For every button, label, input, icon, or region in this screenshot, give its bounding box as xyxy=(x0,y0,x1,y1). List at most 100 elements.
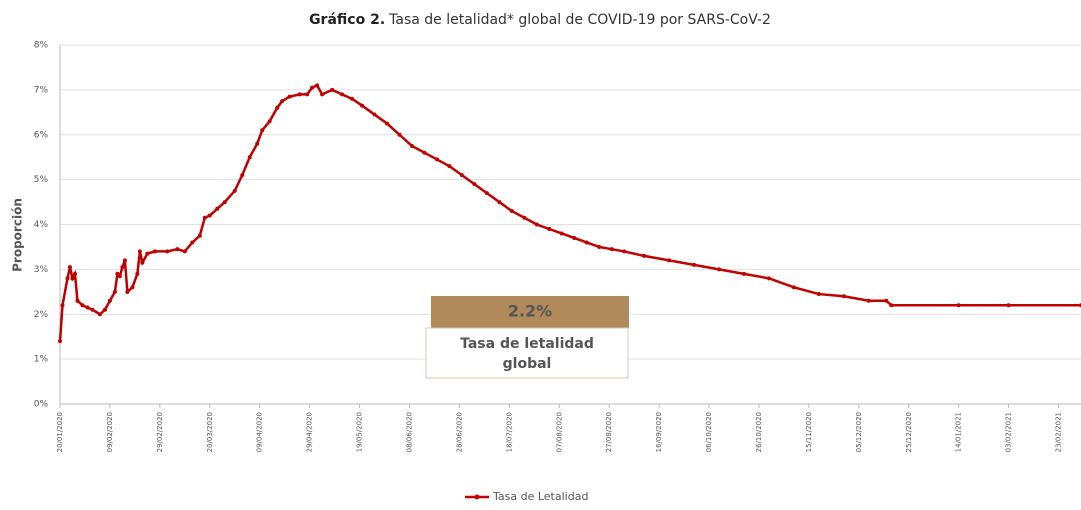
x-tick-label: 28/06/2020 xyxy=(455,412,463,452)
x-tick-label: 20/01/2020 xyxy=(56,412,64,452)
y-tick-label: 5% xyxy=(34,175,49,185)
data-point xyxy=(130,285,135,290)
data-point xyxy=(80,303,85,308)
y-axis-label: Proporción xyxy=(11,198,25,272)
data-point xyxy=(65,276,70,281)
data-point xyxy=(165,249,170,254)
x-tick-label: 27/08/2020 xyxy=(605,412,613,452)
data-point xyxy=(305,92,310,97)
data-point xyxy=(310,85,315,90)
legend-marker xyxy=(474,494,480,500)
annotation-value-box xyxy=(431,296,629,328)
data-point xyxy=(175,247,180,252)
data-point xyxy=(247,155,252,160)
annotation-value: 2.2% xyxy=(508,302,552,321)
y-tick-label: 3% xyxy=(34,265,49,275)
data-point xyxy=(597,244,602,249)
x-tick-label: 23/02/2021 xyxy=(1055,412,1063,452)
data-point xyxy=(140,260,145,265)
data-point xyxy=(692,262,697,267)
annotation-text: Tasa de letalidad global xyxy=(460,336,594,372)
x-tick-label: 20/03/2020 xyxy=(206,412,214,452)
data-point xyxy=(889,303,894,308)
data-point xyxy=(447,164,452,169)
data-point xyxy=(222,200,227,205)
data-point xyxy=(1006,303,1011,308)
y-tick-label: 7% xyxy=(34,85,49,95)
data-point xyxy=(472,182,477,187)
data-point xyxy=(60,303,65,308)
data-point xyxy=(667,258,672,263)
data-point xyxy=(120,265,125,270)
data-point xyxy=(866,298,871,303)
data-point xyxy=(320,92,325,97)
data-point xyxy=(717,267,722,272)
data-point xyxy=(58,339,62,344)
data-point xyxy=(260,128,265,133)
data-point xyxy=(534,222,539,227)
x-tick-label: 29/04/2020 xyxy=(306,412,314,452)
data-point xyxy=(409,143,414,148)
data-point xyxy=(275,105,280,110)
data-point xyxy=(182,249,187,254)
data-point xyxy=(135,271,140,276)
data-point xyxy=(956,303,961,308)
data-point xyxy=(232,188,237,193)
legend-label: Tasa de Letalidad xyxy=(492,490,588,503)
data-point xyxy=(125,289,130,294)
data-point xyxy=(75,298,80,303)
data-point xyxy=(572,235,577,240)
data-point xyxy=(287,94,292,99)
x-tick-label: 03/02/2021 xyxy=(1005,412,1013,452)
x-tick-label: 06/10/2020 xyxy=(705,412,713,452)
data-point xyxy=(497,200,502,205)
data-point xyxy=(67,265,72,270)
data-point xyxy=(372,112,377,117)
x-tick-label: 29/02/2020 xyxy=(156,412,164,452)
data-point xyxy=(107,298,112,303)
x-tick-label: 07/08/2020 xyxy=(555,412,563,452)
data-point xyxy=(97,312,102,317)
data-point xyxy=(190,240,195,245)
title-text: Tasa de letalidad* global de COVID-19 po… xyxy=(388,12,771,28)
data-point xyxy=(240,173,245,178)
x-tick-label: 16/09/2020 xyxy=(655,412,663,452)
data-point xyxy=(197,233,202,238)
x-tick-label: 15/11/2020 xyxy=(805,412,813,452)
data-point xyxy=(791,285,796,290)
data-point xyxy=(280,99,285,104)
data-point xyxy=(255,141,260,146)
x-tick-label: 25/12/2020 xyxy=(905,412,913,452)
data-point xyxy=(584,240,589,245)
data-point xyxy=(122,258,127,263)
data-point xyxy=(85,305,90,310)
annotation-line: global xyxy=(503,356,552,372)
y-tick-label: 1% xyxy=(34,355,49,365)
data-point xyxy=(207,213,212,218)
data-point xyxy=(340,92,345,97)
data-point xyxy=(459,173,464,178)
data-point xyxy=(90,307,95,312)
data-point xyxy=(547,226,552,231)
data-point xyxy=(297,92,302,97)
data-point xyxy=(609,247,614,252)
x-tick-label: 19/05/2020 xyxy=(356,412,364,452)
annotation-line: Tasa de letalidad xyxy=(460,336,594,352)
data-point xyxy=(267,119,272,124)
data-point xyxy=(72,271,77,276)
data-point xyxy=(522,215,527,220)
data-point xyxy=(350,96,355,101)
data-point xyxy=(330,87,335,92)
data-point xyxy=(360,103,365,108)
chart-title: Gráfico 2. Tasa de letalidad* global de C… xyxy=(309,12,771,28)
data-point xyxy=(202,215,207,220)
data-point xyxy=(766,276,771,281)
x-tick-label: 08/06/2020 xyxy=(405,412,413,452)
y-tick-label: 8% xyxy=(34,41,49,51)
y-tick-label: 4% xyxy=(34,220,49,230)
x-tick-label: 05/12/2020 xyxy=(855,412,863,452)
x-tick-label: 09/02/2020 xyxy=(106,412,114,452)
y-tick-label: 0% xyxy=(34,400,49,410)
data-point xyxy=(741,271,746,276)
